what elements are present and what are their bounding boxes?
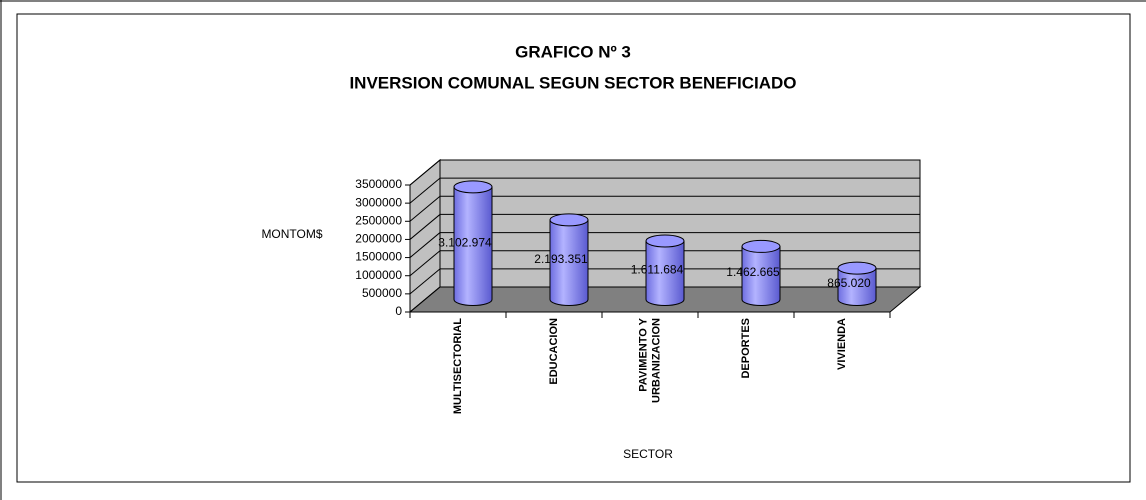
bar — [453, 180, 493, 306]
x-axis-label: SECTOR — [623, 447, 673, 461]
y-axis-label: MONTOM$ — [261, 227, 322, 241]
grid-line — [409, 195, 441, 222]
grid-line — [409, 232, 441, 258]
chart-subtitle: INVERSION COMUNAL SEGUN SECTOR BENEFICIA… — [349, 73, 796, 92]
grid-line — [409, 268, 441, 295]
y-tick-label: 1500000 — [355, 250, 402, 264]
grid-line — [409, 159, 441, 186]
chart-title: GRAFICO Nº 3 — [515, 42, 631, 61]
bar — [741, 239, 781, 306]
y-tick-label: 2500000 — [355, 213, 402, 227]
grid-line — [409, 286, 441, 313]
bar — [837, 261, 877, 306]
x-tick-label: VIVIENDA — [836, 318, 848, 370]
grid-line — [409, 214, 441, 240]
x-tick-label: EDUCACION — [548, 318, 560, 385]
grid-line — [409, 250, 441, 277]
y-tick-label: 2000000 — [355, 232, 402, 246]
y-tick-label: 3500000 — [355, 177, 402, 191]
y-tick-label: 3000000 — [355, 195, 402, 209]
y-tick-label: 500000 — [362, 286, 402, 300]
x-tick-label: DEPORTES — [740, 318, 752, 379]
x-tick-label: PAVIMENTO YURBANIZACION — [637, 317, 662, 403]
y-tick-label: 0 — [395, 304, 402, 318]
x-tick-label: MULTISECTORIAL — [452, 318, 464, 414]
value-label: 1.611.684 — [631, 262, 684, 276]
bar — [645, 234, 685, 306]
grid-line — [409, 177, 441, 204]
value-label: 3.102.974 — [438, 235, 492, 249]
value-label: 865.020 — [827, 276, 871, 290]
bar — [549, 213, 589, 306]
value-label: 2.193.351 — [534, 252, 588, 266]
value-label: 1.462.665 — [726, 265, 780, 279]
y-tick-label: 1000000 — [355, 268, 402, 282]
